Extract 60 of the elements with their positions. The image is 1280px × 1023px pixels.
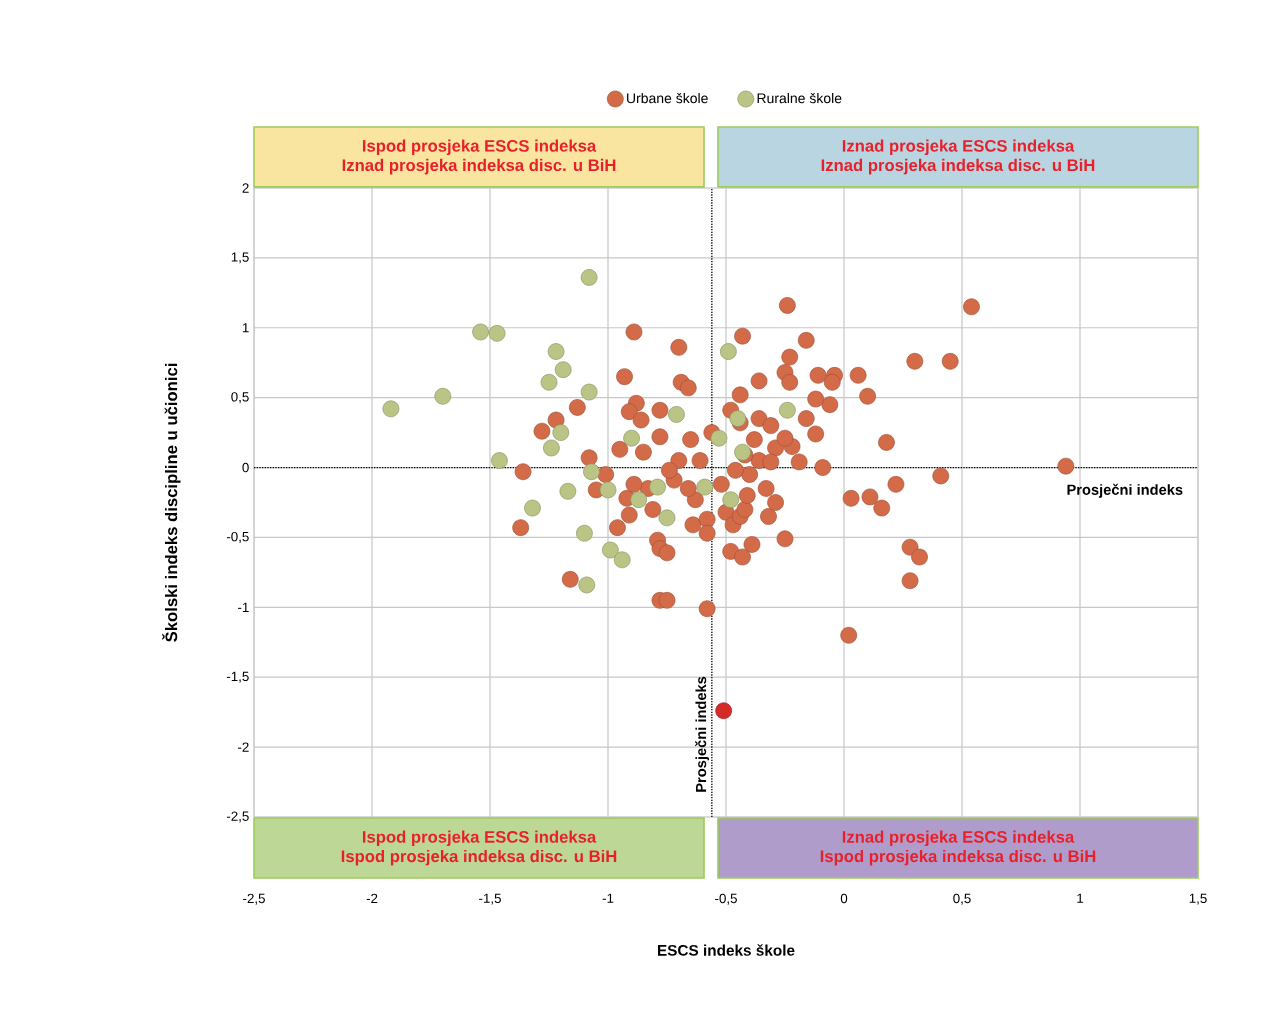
x-tick-label: 0,5 (953, 893, 971, 905)
point (715, 702, 732, 720)
point (720, 343, 737, 360)
text: Ispod prosjeka indeksa disc. u BiH (341, 849, 617, 866)
point (543, 439, 560, 457)
y-tick-label: -1,5 (226, 671, 249, 683)
text: Iznad prosjeka ESCS indeksa (842, 830, 1075, 847)
point (668, 406, 685, 423)
point (576, 524, 593, 542)
point (580, 383, 598, 401)
point (578, 576, 596, 594)
point (382, 400, 400, 418)
y-tick-label: -2,5 (226, 811, 249, 823)
point (602, 541, 619, 559)
point (547, 343, 565, 360)
point (722, 491, 740, 509)
point (696, 478, 714, 496)
y-tick-label: 2 (242, 183, 249, 193)
x-tick-label: -0,5 (715, 893, 737, 905)
point (434, 387, 452, 405)
y-tick-label: 0,5 (231, 392, 249, 404)
point (540, 373, 558, 391)
ref-line-label: Prosječni indeks (1067, 483, 1183, 498)
text: Ispod prosjeka ESCS indeksa (362, 830, 597, 847)
legend-label: Ruralne škole (757, 92, 842, 104)
x-tick-label: -1 (602, 893, 614, 903)
point (580, 269, 598, 286)
y-tick-label: 1,5 (231, 252, 249, 264)
x-tick-label: 0 (840, 893, 848, 904)
point (554, 361, 572, 379)
point (779, 401, 796, 419)
y-tick-label: 0 (242, 462, 249, 473)
text: Ispod prosjeka ESCS indeksa (362, 139, 597, 156)
y-tick-label: 1 (242, 323, 249, 333)
point (552, 424, 570, 441)
y-tick-label: -2 (238, 742, 249, 752)
x-tick-label: -1,5 (479, 893, 501, 905)
point (613, 551, 631, 569)
text: Iznad prosjeka indeksa disc. u BiH (821, 158, 1095, 175)
point (623, 429, 640, 447)
point (524, 499, 541, 517)
point (658, 509, 676, 527)
text: Ispod prosjeka indeksa disc. u BiH (820, 849, 1096, 866)
x-tick-label: 1 (1077, 893, 1084, 903)
y-tick-label: -1 (238, 602, 249, 612)
x-tick-label: 1,5 (1189, 893, 1207, 905)
text: Iznad prosjeka ESCS indeksa (842, 139, 1075, 156)
x-tick-label: -2 (366, 893, 378, 903)
point (488, 325, 506, 342)
point (472, 323, 489, 341)
text: Iznad prosjeka indeksa disc. u BiH (342, 158, 616, 175)
x-axis-title: ESCS indeks škole (658, 944, 795, 956)
point (491, 452, 508, 469)
point (630, 491, 648, 509)
legend-label: Urbane škole (627, 92, 708, 104)
point (583, 463, 600, 481)
y-tick-label: -0,5 (226, 531, 249, 543)
point (559, 482, 577, 500)
ref-line-label: Prosječni indeks (695, 676, 710, 792)
y-axis-title: Školski indeks discipline u učionici (162, 363, 181, 642)
